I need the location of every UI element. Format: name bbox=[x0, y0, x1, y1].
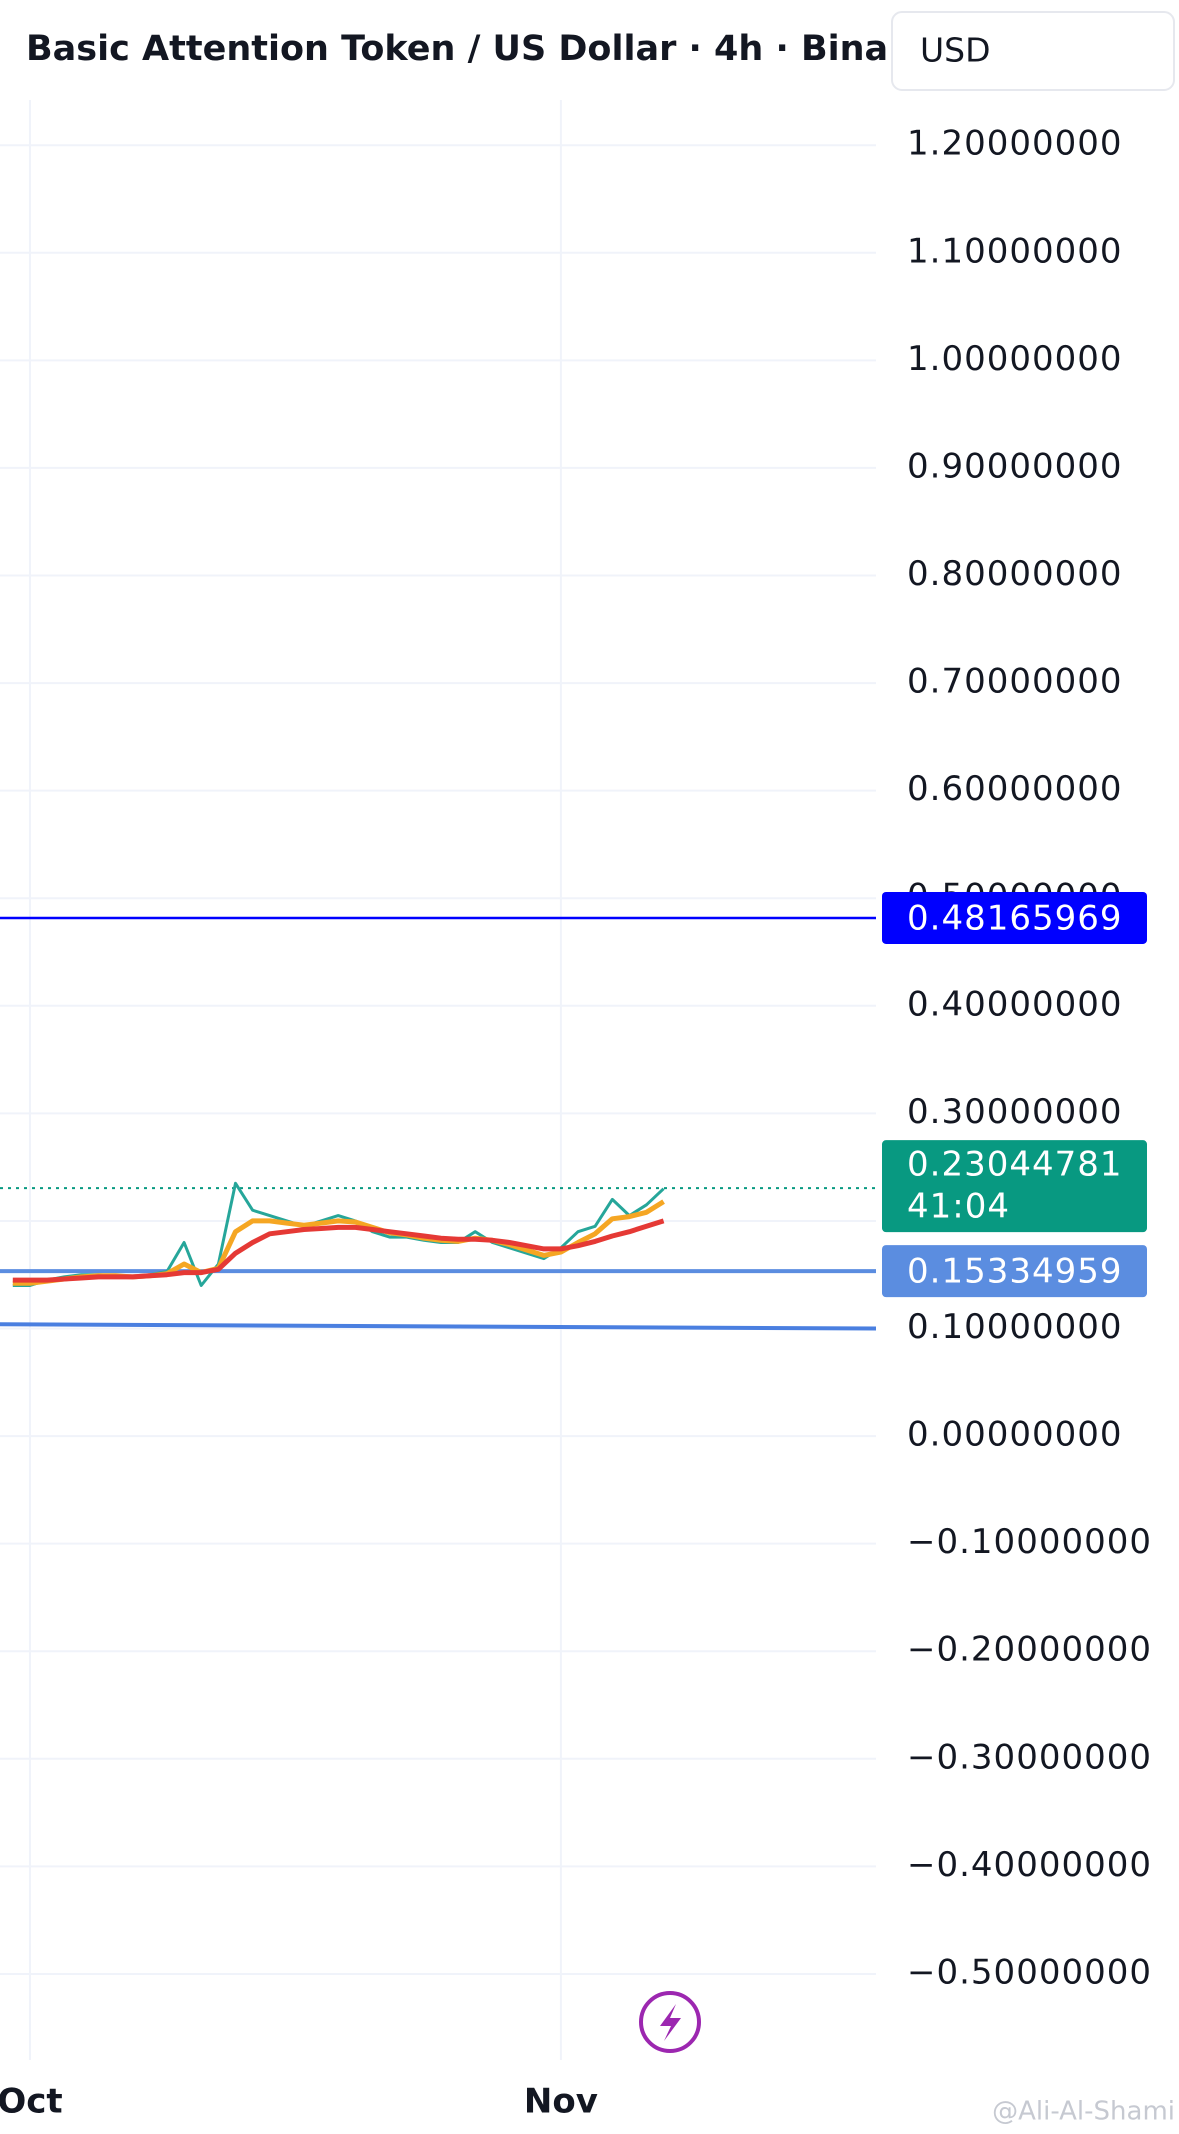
watermark: @Ali-Al-Shami bbox=[992, 2097, 1175, 2127]
trend-line bbox=[0, 1322, 877, 1331]
y-tick-label: 0.00000000 bbox=[907, 1415, 1123, 1455]
y-tick-label: −0.40000000 bbox=[907, 1845, 1152, 1885]
price-tag-label: 0.15334959 bbox=[907, 1252, 1123, 1292]
x-tick-label: Oct bbox=[0, 2082, 63, 2122]
y-tick-label: −0.20000000 bbox=[907, 1630, 1152, 1670]
countdown-label: 41:04 bbox=[907, 1187, 1010, 1227]
currency-label: USD bbox=[920, 31, 991, 70]
price-tag-label: 0.48165969 bbox=[907, 898, 1123, 938]
y-tick-label: 0.10000000 bbox=[907, 1307, 1123, 1347]
y-tick-label: −0.10000000 bbox=[907, 1522, 1152, 1562]
lightning-icon bbox=[660, 2004, 681, 2041]
y-tick-label: −0.30000000 bbox=[907, 1737, 1152, 1777]
chart-title: Basic Attention Token / US Dollar · 4h ·… bbox=[26, 29, 958, 69]
x-tick-label: Nov bbox=[524, 2082, 598, 2122]
price-series bbox=[12, 1218, 665, 1283]
y-tick-label: 1.10000000 bbox=[907, 231, 1123, 271]
y-tick-label: 0.30000000 bbox=[907, 1092, 1123, 1132]
y-tick-label: 0.40000000 bbox=[907, 984, 1123, 1024]
y-tick-label: −0.50000000 bbox=[907, 1952, 1152, 1992]
y-tick-label: 0.90000000 bbox=[907, 446, 1123, 486]
price-tag bbox=[882, 1245, 1147, 1298]
current-price-label: 0.23044781 bbox=[907, 1145, 1123, 1185]
y-tick-label: 1.20000000 bbox=[907, 124, 1123, 164]
plot-layer bbox=[0, 100, 877, 2060]
currency-button[interactable] bbox=[891, 11, 1175, 91]
y-tick-label: 0.60000000 bbox=[907, 769, 1123, 809]
current-price-tag bbox=[882, 1140, 1147, 1233]
y-tick-label: 0.70000000 bbox=[907, 662, 1123, 702]
y-tick-label: 1.00000000 bbox=[907, 339, 1123, 379]
title-backdrop bbox=[0, 0, 880, 96]
y-tick-label: 0.80000000 bbox=[907, 554, 1123, 594]
price-tag bbox=[882, 891, 1147, 944]
